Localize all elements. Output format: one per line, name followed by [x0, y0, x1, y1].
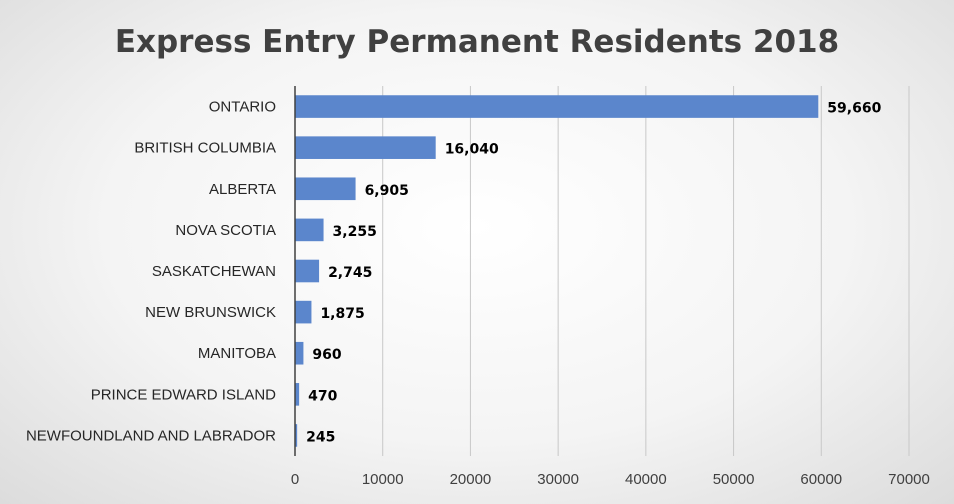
bar — [295, 383, 300, 406]
data-label: 16,040 — [445, 142, 499, 158]
bar — [295, 300, 312, 324]
x-tick-label: 50000 — [713, 471, 755, 488]
x-axis-tick-labels: 0 10000 20000 30000 40000 50000 60000 70000 — [291, 471, 930, 488]
category-label: NEW BRUNSWICK — [145, 304, 276, 321]
x-tick-label: 30000 — [537, 471, 579, 488]
category-label: ONTARIO — [209, 99, 276, 116]
bars — [295, 95, 819, 447]
data-label: 960 — [312, 347, 341, 363]
data-label: 6,905 — [365, 183, 409, 199]
bar — [295, 218, 324, 242]
category-label: NOVA SCOTIA — [175, 222, 276, 239]
bar — [295, 95, 819, 118]
bar — [295, 136, 436, 159]
data-labels: 59,660 16,040 6,905 3,255 2,745 1,875 960 470 24… — [306, 101, 881, 446]
data-label: 1,875 — [320, 306, 364, 322]
x-tick-label: 70000 — [888, 471, 930, 488]
category-label: BRITISH COLUMBIA — [134, 140, 276, 157]
category-label: PRINCE EDWARD ISLAND — [91, 386, 276, 403]
data-label: 470 — [308, 388, 337, 404]
category-label: NEWFOUNDLAND AND LABRADOR — [26, 427, 276, 444]
x-tick-label: 40000 — [625, 471, 667, 488]
x-tick-label: 10000 — [362, 471, 404, 488]
bar — [295, 341, 304, 365]
data-label: 2,745 — [328, 265, 372, 281]
data-label: 3,255 — [333, 224, 377, 240]
data-label: 59,660 — [827, 101, 881, 117]
chart-title: Express Entry Permanent Residents 2018 — [115, 24, 839, 60]
category-labels: ONTARIO BRITISH COLUMBIA ALBERTA NOVA SCOTI… — [26, 99, 276, 445]
bar — [295, 259, 320, 283]
category-label: SASKATCHEWAN — [152, 263, 276, 280]
bar — [295, 177, 356, 201]
x-tick-label: 60000 — [800, 471, 842, 488]
data-label: 245 — [306, 429, 335, 445]
gridlines — [382, 86, 910, 456]
x-tick-label: 20000 — [450, 471, 492, 488]
category-label: ALBERTA — [209, 181, 276, 198]
bar — [295, 424, 298, 447]
category-label: MANITOBA — [198, 345, 276, 362]
x-tick-label: 0 — [291, 471, 299, 488]
